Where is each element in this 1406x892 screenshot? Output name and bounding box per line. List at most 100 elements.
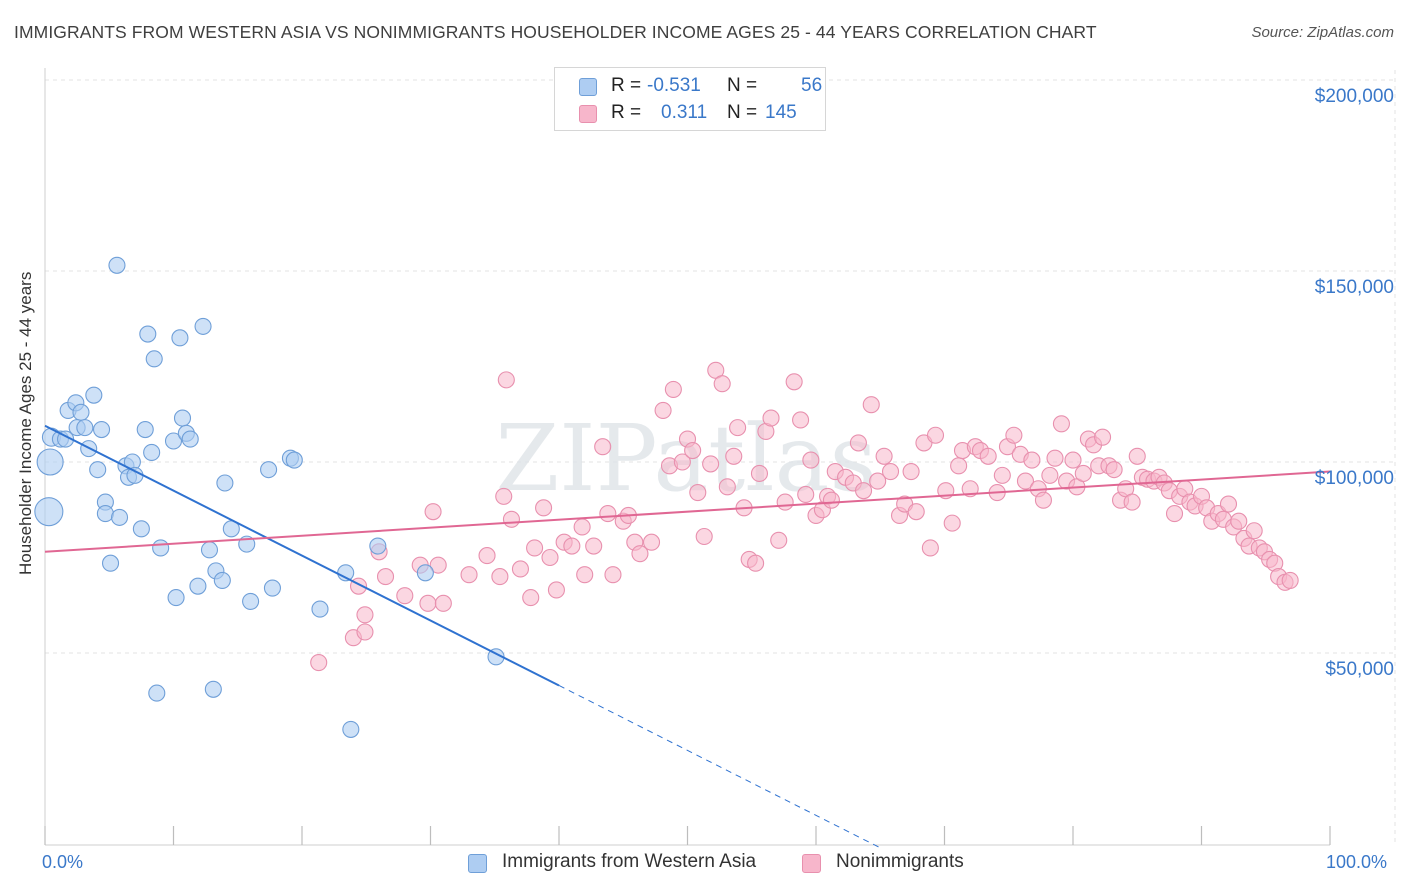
immigrants-western-asia-point: [242, 592, 260, 610]
nonimmigrants-point: [654, 401, 672, 419]
immigrants-trend-extension: [558, 685, 881, 849]
immigrants-western-asia-point: [216, 474, 234, 492]
nonimmigrants-point: [689, 484, 707, 502]
nonimmigrants-point: [802, 451, 820, 469]
chart-title: IMMIGRANTS FROM WESTERN ASIA VS NONIMMIG…: [14, 22, 1097, 42]
legend-r-value: 0.311: [661, 102, 708, 123]
immigrants-western-asia-point: [167, 589, 185, 607]
immigrants-western-asia-point: [76, 419, 94, 437]
immigrants-western-asia-points: [34, 256, 505, 738]
nonimmigrants-point: [702, 455, 720, 473]
nonimmigrants-point: [729, 419, 747, 437]
immigrants-western-asia-point: [89, 461, 107, 479]
nonimmigrants-point: [684, 441, 702, 460]
legend-n-label: N =: [727, 102, 758, 123]
nonimmigrants-point: [750, 464, 769, 483]
immigrants-western-asia-point: [204, 680, 222, 698]
immigrants-western-asia-point: [189, 577, 207, 595]
nonimmigrants-point: [869, 472, 887, 490]
nonimmigrants-point: [642, 533, 661, 551]
nonimmigrants-point: [770, 531, 788, 549]
nonimmigrants-point: [762, 409, 780, 427]
immigrants-western-asia-point: [194, 317, 212, 335]
nonimmigrants-point: [1052, 415, 1070, 433]
immigrants-western-asia-point: [101, 554, 120, 572]
nonimmigrants-point: [419, 594, 437, 612]
nonimmigrants-point: [1041, 466, 1059, 484]
nonimmigrants-point: [854, 482, 873, 500]
legend-r-label: R =: [611, 75, 642, 96]
immigrants-western-asia-point: [311, 600, 329, 618]
correlation-legend: R = -0.531 N = 56 R = 0.311 N = 145: [554, 67, 826, 131]
nonimmigrants-point: [785, 373, 803, 391]
immigrants-western-asia-point: [96, 505, 114, 523]
nonimmigrants-point: [862, 396, 880, 414]
nonimmigrants-point: [926, 426, 945, 444]
nonimmigrants-point: [396, 587, 414, 605]
nonimmigrants-point: [599, 505, 617, 523]
nonimmigrants-point: [849, 434, 867, 452]
legend-swatch-blue: [468, 854, 487, 873]
nonimmigrants-point: [875, 447, 893, 465]
immigrants-western-asia-point: [200, 541, 219, 559]
immigrants-western-asia-point: [181, 430, 199, 448]
nonimmigrants-point: [1219, 495, 1238, 513]
legend-swatch-pink: [802, 854, 821, 873]
nonimmigrants-point: [585, 537, 603, 555]
immigrants-western-asia-point: [173, 409, 192, 427]
nonimmigrants-point: [502, 510, 521, 528]
immigrants-trend-line: [44, 424, 560, 687]
nonimmigrants-point: [429, 556, 447, 574]
immigrants-western-asia-point: [136, 420, 154, 439]
legend-label: Nonimmigrants: [836, 851, 964, 872]
nonimmigrants-point: [792, 411, 810, 429]
legend-label: Immigrants from Western Asia: [502, 851, 757, 872]
y-tick-50000: $50,000: [1325, 659, 1394, 680]
nonimmigrants-point: [713, 375, 731, 393]
immigrants-western-asia-point: [164, 432, 183, 450]
nonimmigrants-point: [434, 594, 452, 612]
nonimmigrants-point: [943, 514, 961, 532]
nonimmigrants-trend-line: [44, 470, 1331, 553]
immigrants-western-asia-point: [152, 539, 170, 557]
nonimmigrants-point: [950, 457, 968, 475]
immigrants-western-asia-point: [171, 329, 189, 347]
nonimmigrants-point: [604, 566, 622, 584]
nonimmigrants-point: [495, 487, 513, 505]
immigrants-western-asia-point: [369, 537, 387, 555]
nonimmigrants-point: [718, 478, 736, 496]
immigrants-western-asia-point: [110, 508, 129, 526]
immigrants-western-asia-point: [143, 443, 161, 462]
source-label: Source: ZipAtlas.com: [1251, 24, 1394, 41]
nonimmigrants-point: [547, 581, 565, 599]
immigrants-western-asia-point: [342, 720, 360, 738]
nonimmigrants-point: [921, 539, 939, 557]
legend-row-immigrants: R = -0.531 N = 56: [555, 75, 825, 99]
nonimmigrants-point: [356, 606, 374, 624]
immigrants-western-asia-point: [145, 350, 163, 368]
nonimmigrants-point: [424, 503, 442, 521]
nonimmigrants-point: [631, 545, 649, 563]
nonimmigrants-point: [1245, 522, 1263, 540]
nonimmigrants-point: [1105, 461, 1123, 479]
immigrants-western-asia-point: [126, 466, 144, 484]
nonimmigrants-point: [573, 518, 591, 536]
legend-r-value: -0.531: [647, 75, 701, 96]
immigrants-western-asia-point: [213, 571, 231, 589]
nonimmigrants-point: [1023, 451, 1041, 469]
immigrants-western-asia-point: [108, 256, 126, 274]
y-tick-100000: $100,000: [1314, 468, 1394, 489]
nonimmigrants-point: [478, 547, 496, 565]
immigrants-western-asia-point: [72, 403, 90, 421]
nonimmigrants-point: [1016, 472, 1035, 490]
nonimmigrants-point: [522, 589, 540, 607]
nonimmigrants-point: [563, 537, 581, 555]
nonimmigrants-point: [961, 480, 979, 498]
nonimmigrants-point: [491, 568, 509, 586]
nonimmigrants-point: [1074, 464, 1092, 483]
nonimmigrants-point: [664, 380, 682, 398]
nonimmigrants-point: [902, 462, 920, 481]
nonimmigrants-point: [822, 491, 840, 509]
nonimmigrants-point: [1165, 505, 1184, 523]
